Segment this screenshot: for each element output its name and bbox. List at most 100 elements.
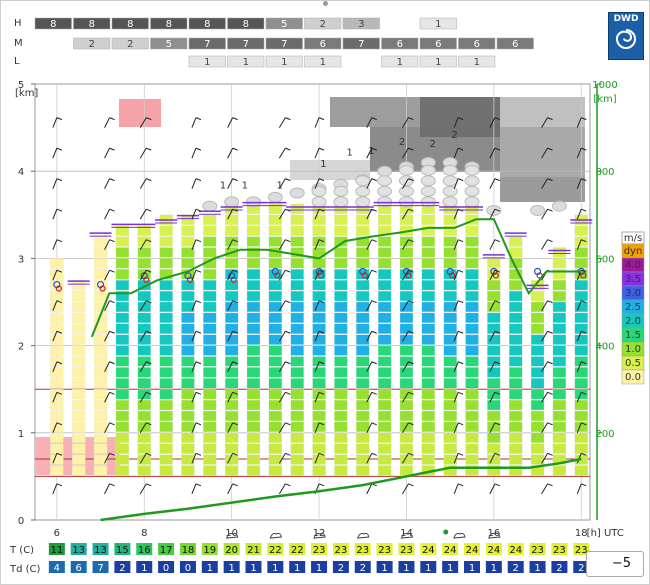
wind-barb: [139, 117, 152, 128]
wind-speed-cell: [246, 280, 261, 291]
wind-speed-cell: [356, 410, 370, 422]
wind-speed-cell: [268, 389, 283, 400]
wind-speed-cell: [377, 258, 392, 269]
wind-speed-cell: [159, 247, 173, 258]
right-axis-tick-label: 600: [595, 254, 614, 265]
wind-speed-cell: [334, 323, 348, 334]
cloud-cell-L: [458, 55, 496, 68]
wind-barb: [576, 330, 587, 342]
wind-speed-cell: [421, 443, 435, 454]
wind-speed-cell: [356, 258, 370, 269]
cloud-top-marker: [551, 200, 567, 212]
cloud-top-marker: [530, 204, 546, 216]
wind-speed-cell: [290, 345, 304, 356]
wind-speed-cell: [159, 290, 173, 302]
wind-speed-cell: [246, 454, 261, 465]
wind-speed-cell: [530, 378, 545, 389]
wind-speed-cell: [203, 214, 217, 225]
wind-speed-cell: [465, 454, 479, 465]
wind-speed-cell: [312, 323, 326, 334]
wind-barb: [52, 452, 63, 464]
wind-speed-cell: [246, 410, 261, 422]
high-cloud-block: [420, 97, 500, 137]
wind-speed-cell: [225, 258, 239, 269]
wind-speed-cell: [552, 443, 567, 454]
wind-speed-cell: [509, 280, 523, 291]
wind-speed-cell: [72, 410, 86, 422]
wind-barb: [104, 452, 115, 464]
wind-speed-cell: [290, 312, 304, 323]
dewpoint-cell: [507, 561, 524, 573]
wind-speed-cell: [203, 443, 217, 454]
wind-speed-cell: [93, 269, 108, 280]
cloud-column-segment: [442, 196, 458, 208]
wind-speed-cell: [290, 378, 304, 389]
temperature-cell: [70, 543, 87, 555]
wind-barb: [366, 178, 377, 189]
cloud-top-marker: [377, 165, 393, 177]
legend-swatch: [621, 369, 645, 385]
legend-entry-label: 2.5: [625, 302, 641, 313]
wind-barb: [576, 117, 587, 128]
wind-barb: [278, 391, 291, 403]
hour-offset-stepper[interactable]: −5: [586, 551, 644, 577]
wind-speed-cell: [50, 410, 64, 422]
wind-speed-cell: [246, 225, 261, 236]
wind-speed-cell: [159, 454, 173, 465]
wind-speed-cell: [509, 389, 523, 400]
wind-speed-cell: [290, 389, 304, 400]
wind-barb: [191, 361, 202, 372]
temperature-value: 15: [116, 545, 129, 556]
wind-speed-cell: [443, 247, 457, 258]
wind-speed-cell: [290, 410, 304, 422]
cloud-cell-L: [381, 55, 419, 68]
wind-speed-cell: [356, 301, 370, 313]
wind-speed-cell: [159, 356, 173, 367]
wind-barb: [453, 147, 464, 159]
wind-speed-cell: [334, 378, 348, 389]
wind-speed-cell: [421, 356, 435, 367]
cloud-cell-H: [304, 17, 342, 30]
cloud-column-segment: [355, 196, 371, 208]
wind-speed-cell: [115, 236, 130, 247]
wind-speed-cell: [509, 367, 523, 378]
wind-speed-cell: [137, 367, 151, 378]
temperature-cell: [398, 543, 415, 555]
wind-speed-cell: [356, 356, 370, 367]
temperature-value: 22: [269, 545, 282, 556]
temperature-cell: [114, 543, 131, 555]
cloud-amount-label: 1: [320, 159, 326, 170]
wind-speed-cell: [181, 356, 195, 367]
wind-speed-cell: [50, 399, 64, 411]
cloud-cell-value-L: 1: [320, 57, 326, 68]
dewpoint-cell: [267, 561, 284, 573]
wind-speed-cell: [290, 247, 304, 258]
x-axis-label: [h] UTC: [587, 528, 624, 539]
wind-speed-cell: [421, 269, 435, 280]
dewpoint-value: 6: [76, 563, 82, 574]
wind-barb: [541, 422, 553, 434]
cloud-weather-icon: [269, 532, 282, 539]
cloud-cell-M: [150, 37, 188, 50]
dewpoint-cell: [311, 561, 328, 573]
wind-speed-cell: [574, 225, 588, 236]
cloud-cell-M: [304, 37, 342, 50]
wind-speed-cell: [487, 258, 501, 269]
wind-speed-cell: [377, 389, 392, 400]
temperature-value: 21: [247, 545, 260, 556]
wind-speed-cell: [181, 410, 195, 422]
wind-barb: [52, 361, 63, 372]
wind-speed-cell: [268, 421, 283, 432]
wind-barb: [453, 300, 464, 311]
wind-speed-cell: [443, 236, 457, 247]
cloud-column-segment: [398, 185, 414, 197]
wind-speed-cell: [377, 356, 392, 367]
wind-speed-cell: [399, 214, 414, 225]
wind-speed-cell: [334, 432, 348, 443]
cloud-cell-H: [111, 17, 149, 30]
wind-barb: [227, 208, 238, 220]
wind-barb: [314, 300, 325, 311]
wind-barb: [52, 300, 63, 311]
wind-speed-cell: [159, 378, 173, 389]
wind-speed-cell: [574, 312, 588, 323]
